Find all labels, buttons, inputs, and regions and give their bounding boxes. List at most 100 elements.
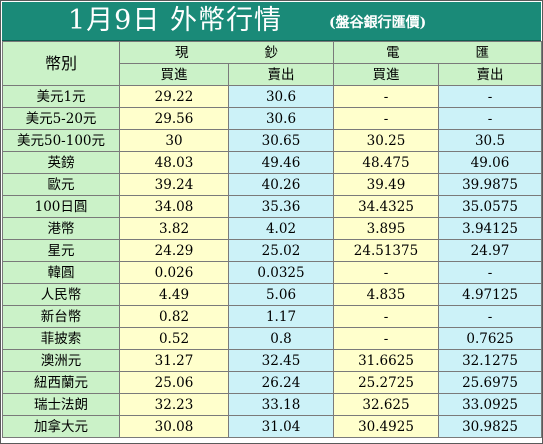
- spot-sell-cell: 0.7625: [438, 327, 542, 350]
- spot-buy-cell: 48.475: [333, 151, 439, 174]
- cash-sell-cell: 32.45: [228, 349, 334, 372]
- spot-sell-cell: 4.97125: [438, 283, 542, 306]
- spot-sell-cell: -: [438, 107, 542, 130]
- currency-cell: 新台幣: [2, 305, 120, 328]
- spot-sell-cell: -: [438, 261, 542, 284]
- spot-sell-cell: 30.9825: [438, 415, 542, 438]
- spot-sell-cell: 39.9875: [438, 173, 542, 196]
- spot-sell-cell: 30.5: [438, 129, 542, 152]
- cash-sell-cell: 4.02: [228, 217, 334, 240]
- cash-buy-cell: 29.22: [119, 85, 229, 108]
- cash-buy-cell: 31.27: [119, 349, 229, 372]
- currency-cell: 英鎊: [2, 151, 120, 174]
- currency-cell: 加拿大元: [2, 415, 120, 438]
- spot-buy-cell: 34.4325: [333, 195, 439, 218]
- cash-sell-cell: 5.06: [228, 283, 334, 306]
- cash-buy-cell: 39.24: [119, 173, 229, 196]
- spot-sell-cell: 3.94125: [438, 217, 542, 240]
- header-cash-left: 現: [175, 44, 189, 61]
- header-spot-right: 匯: [475, 44, 490, 61]
- spot-sell-cell: 49.06: [438, 151, 542, 174]
- spot-buy-cell: 31.6625: [333, 349, 439, 372]
- currency-cell: 韓圓: [2, 261, 120, 284]
- spot-buy-cell: 30.25: [333, 129, 439, 152]
- cash-buy-cell: 32.23: [119, 393, 229, 416]
- currency-cell: 紐西蘭元: [2, 371, 120, 394]
- header-spot: 電匯: [333, 41, 542, 64]
- cash-sell-cell: 0.0325: [228, 261, 334, 284]
- header-spot-buy: 買進: [333, 63, 439, 86]
- header-row-sub: 買進 賣出 買進 賣出: [3, 63, 542, 86]
- cash-sell-cell: 0.8: [228, 327, 334, 350]
- spot-buy-cell: -: [333, 327, 439, 350]
- cash-sell-cell: 35.36: [228, 195, 334, 218]
- cash-buy-cell: 0.52: [119, 327, 229, 350]
- header-currency: 幣別: [2, 41, 120, 86]
- currency-cell: 港幣: [2, 217, 120, 240]
- spot-buy-cell: -: [333, 85, 439, 108]
- spot-buy-cell: -: [333, 305, 439, 328]
- header-cash-sell: 賣出: [228, 63, 334, 86]
- cash-buy-cell: 29.56: [119, 107, 229, 130]
- cash-buy-cell: 24.29: [119, 239, 229, 262]
- spot-sell-cell: -: [438, 305, 542, 328]
- header-cash: 現鈔: [119, 41, 334, 64]
- spot-sell-cell: 35.0575: [438, 195, 542, 218]
- cash-sell-cell: 1.17: [228, 305, 334, 328]
- spot-buy-cell: 4.835: [333, 283, 439, 306]
- spot-buy-cell: -: [333, 261, 439, 284]
- table-row: 美元1元 29.22 30.6 - -: [2, 85, 542, 108]
- table-row: 英鎊 48.03 49.46 48.475 49.06: [2, 151, 542, 174]
- table-row: 瑞士法朗 32.23 33.18 32.625 33.0925: [2, 393, 542, 416]
- table-row: 100日圓 34.08 35.36 34.4325 35.0575: [2, 195, 542, 218]
- spot-sell-cell: 33.0925: [438, 393, 542, 416]
- spot-buy-cell: 39.49: [333, 173, 439, 196]
- source-note: (盤谷銀行匯價): [329, 15, 427, 31]
- cash-buy-cell: 30: [119, 129, 229, 152]
- spot-buy-cell: 25.2725: [333, 371, 439, 394]
- cash-buy-cell: 30.08: [119, 415, 229, 438]
- cash-sell-cell: 26.24: [228, 371, 334, 394]
- spot-buy-cell: -: [333, 107, 439, 130]
- header-row-group: 幣別 現鈔 電匯: [2, 41, 542, 86]
- spot-buy-cell: 30.4925: [333, 415, 439, 438]
- currency-cell: 100日圓: [2, 195, 120, 218]
- currency-cell: 星元: [2, 239, 120, 262]
- table-row: 紐西蘭元 25.06 26.24 25.2725 25.6975: [2, 371, 542, 394]
- spot-buy-cell: 24.51375: [333, 239, 439, 262]
- currency-cell: 美元5-20元: [2, 107, 120, 130]
- cash-buy-cell: 0.026: [119, 261, 229, 284]
- currency-cell: 菲披索: [2, 327, 120, 350]
- spot-sell-cell: 24.97: [438, 239, 542, 262]
- cash-buy-cell: 34.08: [119, 195, 229, 218]
- table-row: 菲披索 0.52 0.8 - 0.7625: [2, 327, 542, 350]
- spot-buy-cell: 3.895: [333, 217, 439, 240]
- spot-sell-cell: -: [438, 85, 542, 108]
- header-spot-left: 電: [386, 44, 400, 61]
- cash-sell-cell: 30.6: [228, 85, 334, 108]
- exchange-rate-table: 幣別 現鈔 電匯 買進 賣出 買進 賣出 美元1元 29.22 30.6 - -: [2, 41, 542, 438]
- cash-sell-cell: 31.04: [228, 415, 334, 438]
- currency-cell: 美元1元: [2, 85, 120, 108]
- table-row: 歐元 39.24 40.26 39.49 39.9875: [2, 173, 542, 196]
- table-row: 港幣 3.82 4.02 3.895 3.94125: [2, 217, 542, 240]
- cash-buy-cell: 4.49: [119, 283, 229, 306]
- table-row: 韓圓 0.026 0.0325 - -: [2, 261, 542, 284]
- table-row: 星元 24.29 25.02 24.51375 24.97: [2, 239, 542, 262]
- cash-sell-cell: 30.6: [228, 107, 334, 130]
- cash-sell-cell: 40.26: [228, 173, 334, 196]
- table-row: 新台幣 0.82 1.17 - -: [2, 305, 542, 328]
- table-row: 澳洲元 31.27 32.45 31.6625 32.1275: [2, 349, 542, 372]
- cash-sell-cell: 25.02: [228, 239, 334, 262]
- page-title: 1月9日 外幣行情: [68, 5, 282, 36]
- table-row: 美元50-100元 30 30.65 30.25 30.5: [2, 129, 542, 152]
- currency-cell: 美元50-100元: [2, 129, 120, 152]
- header-cash-buy: 買進: [119, 63, 229, 86]
- table-row: 美元5-20元 29.56 30.6 - -: [2, 107, 542, 130]
- cash-buy-cell: 48.03: [119, 151, 229, 174]
- title-bar: 1月9日 外幣行情 (盤谷銀行匯價): [2, 2, 541, 41]
- cash-sell-cell: 33.18: [228, 393, 334, 416]
- cash-buy-cell: 3.82: [119, 217, 229, 240]
- cash-sell-cell: 49.46: [228, 151, 334, 174]
